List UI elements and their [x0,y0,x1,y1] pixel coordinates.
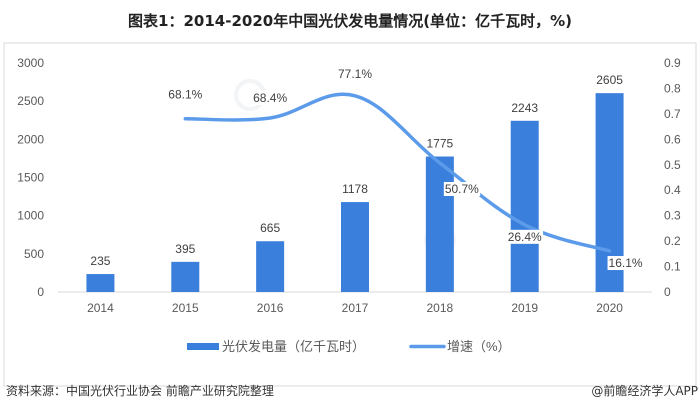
line-data-label: 26.4% [508,230,542,244]
growth-line [183,92,612,253]
bar-data-label: 665 [260,221,280,235]
label-background [607,256,644,271]
left-tick-label: 500 [24,247,44,261]
source-note: 资料来源：中国光伏行业协会 前瞻产业研究院整理 [6,384,274,398]
bar-data-label: 235 [90,254,110,268]
bar [171,261,200,292]
bar [86,274,115,292]
right-tick-label: 0.7 [664,107,681,121]
x-tick-label: 2020 [596,301,623,315]
label-background [443,181,481,196]
x-tick-label: 2016 [257,301,284,315]
left-tick-label: 1000 [17,209,44,223]
line-data-label: 68.1% [168,88,202,102]
bar-data-label: 2605 [596,73,623,87]
bar-data-label: 2243 [511,101,538,115]
right-tick-label: 0.5 [664,158,681,172]
left-tick-label: 3000 [17,56,44,70]
bar-data-label: 395 [175,242,195,256]
right-tick-label: 0.2 [664,234,681,248]
x-tick-label: 2018 [427,301,454,315]
right-tick-label: 0 [664,285,671,299]
x-tick-label: 2014 [87,301,114,315]
left-tick-label: 1500 [17,171,44,185]
left-tick-label: 2000 [17,132,44,146]
legend-label-line: 增速（%） [447,339,511,354]
right-tick-label: 0.3 [664,209,681,223]
line-data-label: 77.1% [338,67,372,81]
line-data-label: 16.1% [609,256,643,270]
bar [341,202,369,292]
left-tick-label: 2500 [17,94,44,108]
right-tick-label: 0.6 [664,132,681,146]
left-tick-label: 0 [37,285,44,299]
label-background [506,229,544,244]
bar [425,156,454,292]
bar [256,241,285,292]
bar [510,120,539,292]
line-data-label: 50.7% [445,182,479,196]
x-tick-label: 2019 [511,301,538,315]
chart-frame [3,42,697,387]
label-background [167,87,204,102]
legend-label-bar: 光伏发电量（亿千瓦时） [222,339,365,354]
bar-data-label: 1775 [427,137,454,151]
label-background [252,90,289,105]
right-tick-label: 0.9 [664,56,681,70]
x-tick-label: 2017 [342,301,369,315]
right-tick-label: 0.8 [664,81,681,95]
x-tick-label: 2015 [172,301,199,315]
line-data-label: 68.4% [253,91,287,105]
chart-title: 图表1：2014-2020年中国光伏发电量情况(单位：亿千瓦时，%) [128,12,572,30]
right-tick-label: 0.4 [664,183,681,197]
bar-data-label: 1178 [342,182,368,196]
label-background [336,66,374,81]
brand-credit: @前瞻经济学人APP [591,384,698,398]
legend-swatch-bar [187,343,219,350]
right-tick-label: 0.1 [664,260,681,274]
